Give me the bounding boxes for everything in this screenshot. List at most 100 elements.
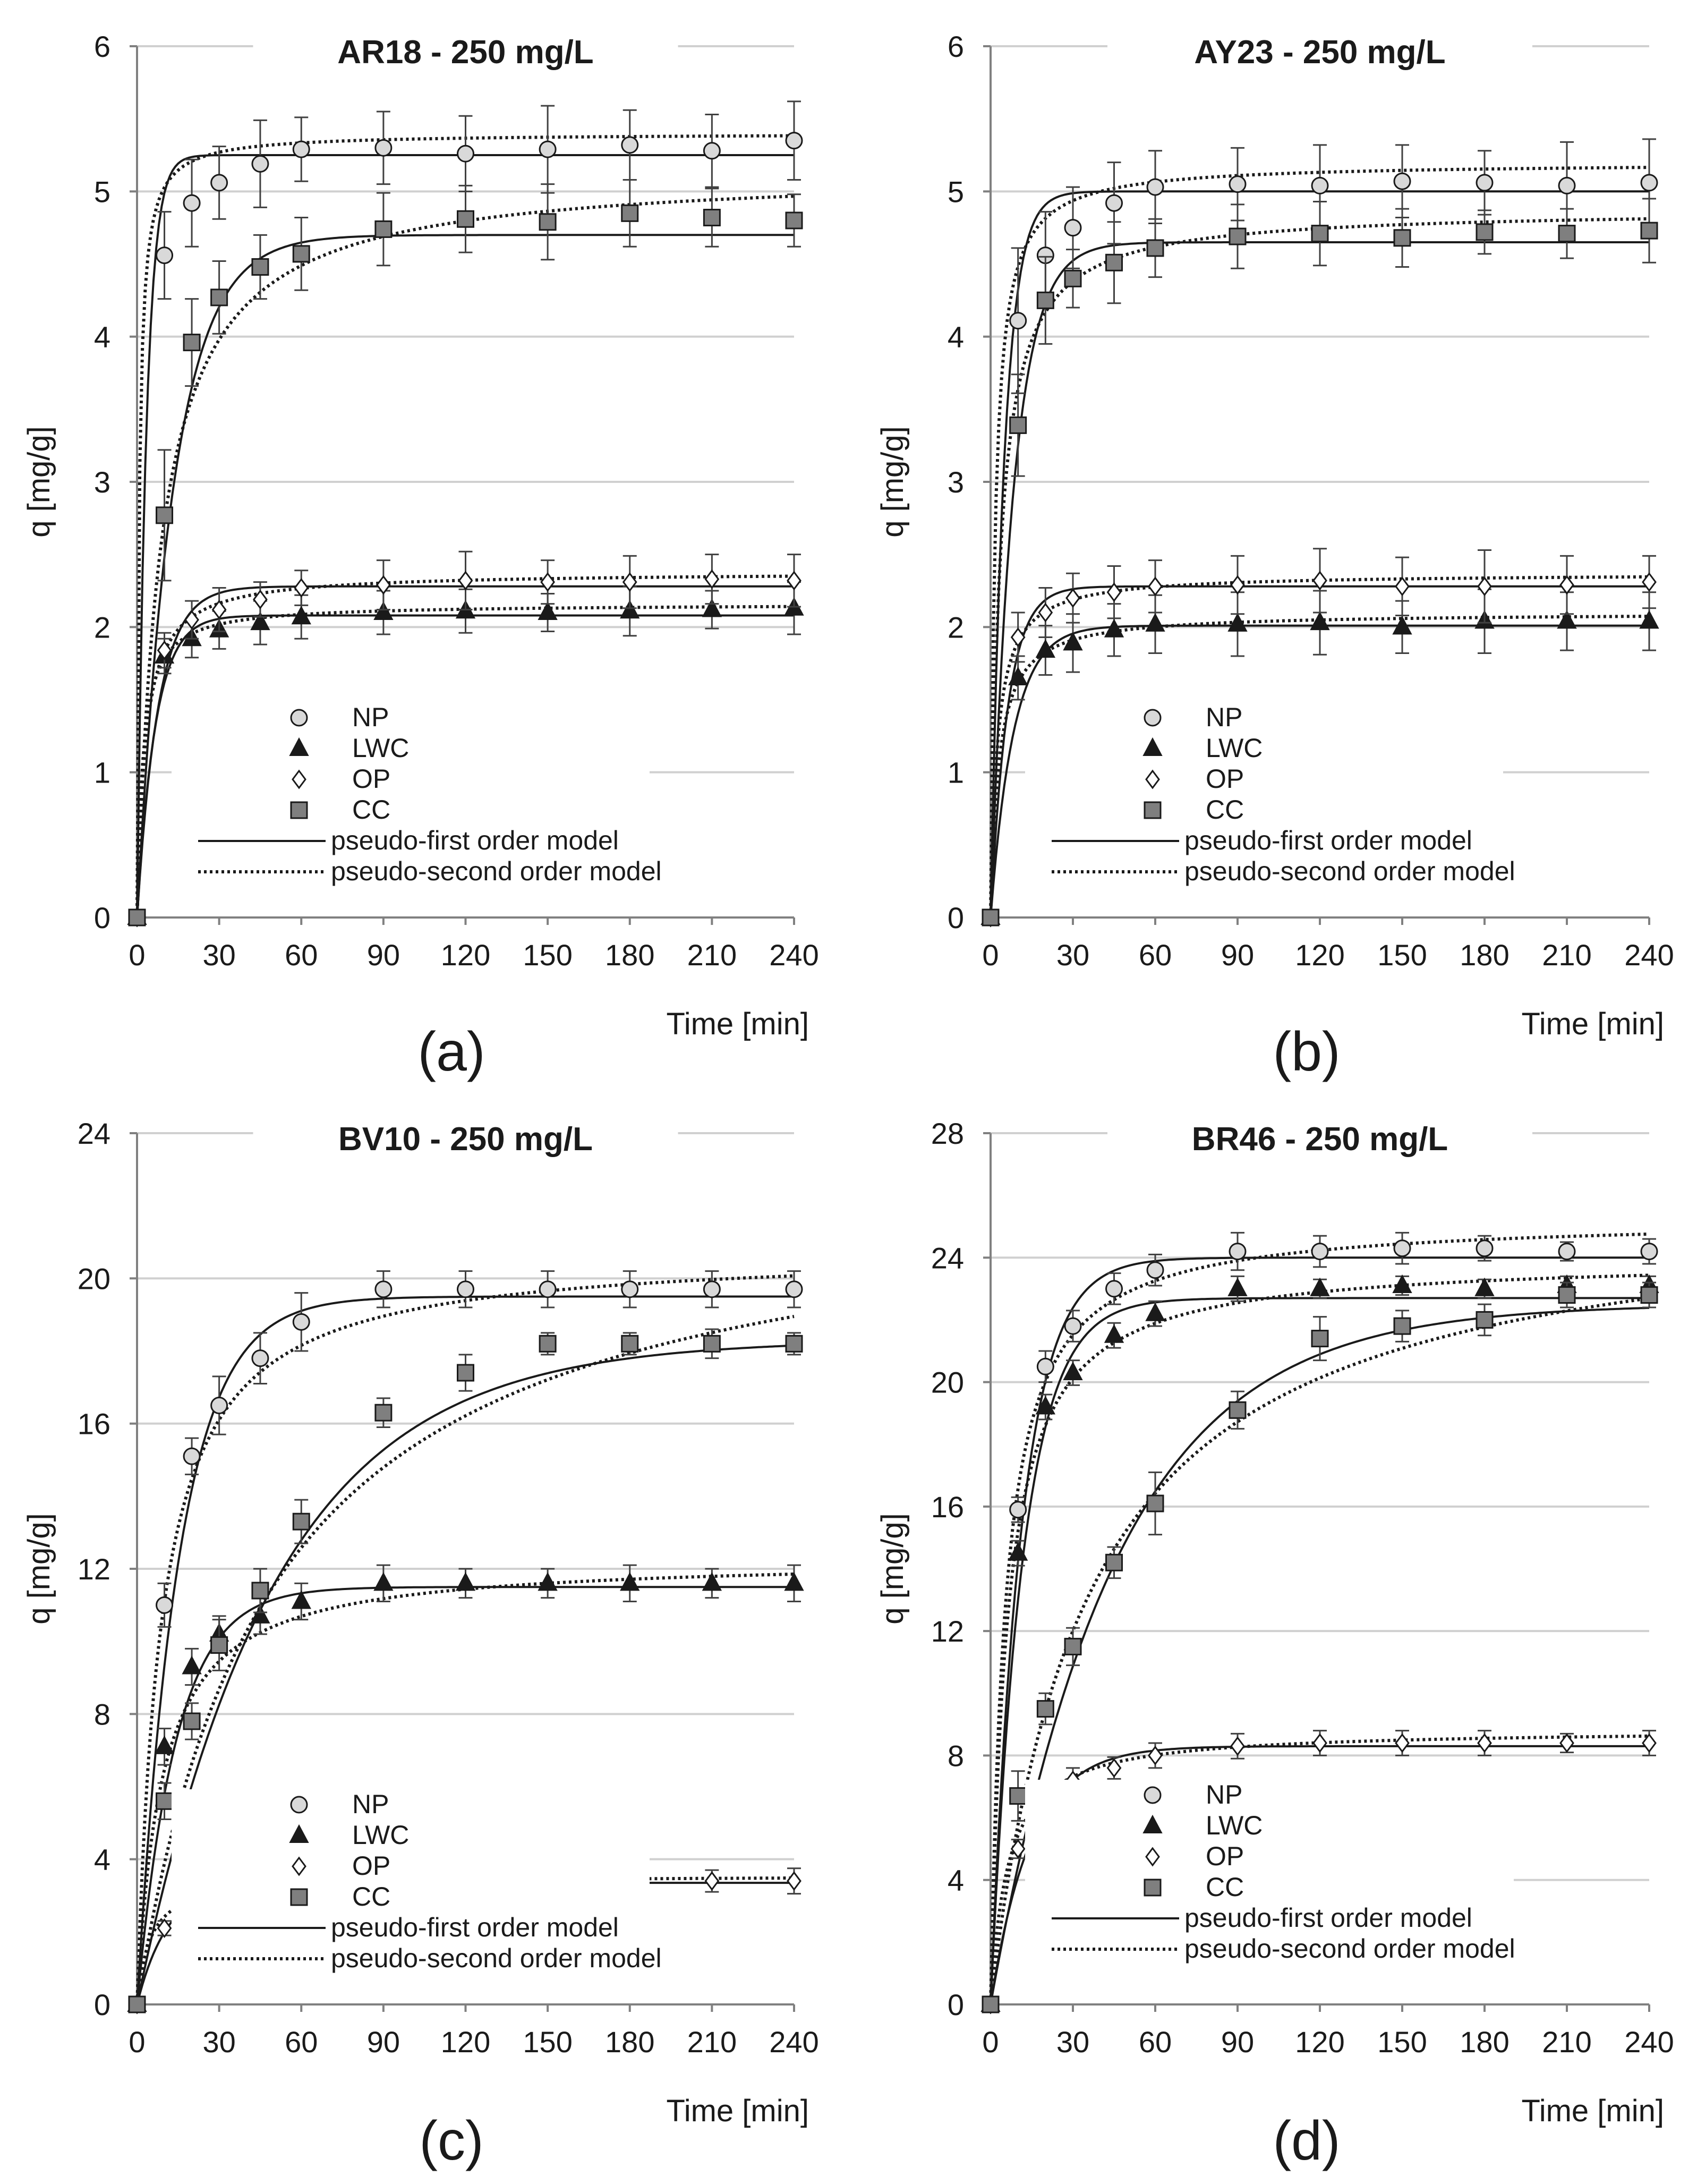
legend-marker-cc [1144, 801, 1162, 819]
legend-background [1025, 702, 1503, 898]
x-axis-label: Time [min] [1521, 2094, 1664, 2128]
data-point-op [540, 572, 555, 592]
data-point-cc [785, 1335, 803, 1353]
y-tick-label: 24 [78, 1117, 110, 1150]
data-point-np [621, 136, 639, 154]
y-tick-label: 1 [948, 756, 964, 789]
legend-label: CC [1206, 795, 1244, 825]
x-tick-label: 150 [523, 2025, 572, 2059]
data-point-np [374, 139, 393, 157]
data-point-np [1229, 1243, 1247, 1261]
data-point-op [1312, 571, 1327, 591]
chart-panel-4: 0 4 8 12 16 20 24 28 0 30 60 90 120 150 180 210 240 Time … [875, 1112, 1674, 2172]
x-tick-label: 240 [1624, 2025, 1674, 2059]
data-point-op [1010, 1839, 1026, 1859]
y-tick-label: 16 [78, 1407, 110, 1441]
data-point-op [1148, 576, 1163, 597]
data-point-cc [1558, 225, 1576, 243]
y-tick-label: 0 [94, 1988, 110, 2021]
x-tick-label: 180 [1460, 938, 1509, 972]
legend-label: pseudo-first order model [331, 826, 619, 855]
data-point-lwc [1557, 610, 1577, 629]
legend-marker-lwc [289, 737, 309, 756]
data-point-cc [785, 211, 803, 230]
data-point-op [1065, 588, 1080, 608]
data-point-cc [1146, 239, 1164, 257]
data-point-cc [374, 220, 393, 238]
data-point-cc [251, 1582, 269, 1600]
legend-label: LWC [1206, 1811, 1263, 1840]
data-point-cc [1064, 1637, 1082, 1655]
data-point-op [1106, 582, 1122, 602]
y-tick-label: 6 [94, 30, 110, 63]
y-tick-label: 4 [948, 320, 964, 354]
data-point-np [1105, 194, 1123, 212]
pseudo-second-order-curve-lwc [989, 615, 1650, 918]
data-point-op [1642, 572, 1657, 592]
legend-label: pseudo-first order model [331, 1913, 619, 1942]
data-point-lwc [455, 1572, 476, 1591]
x-tick-label: 150 [1377, 2025, 1427, 2059]
data-point-cc [1640, 1286, 1658, 1304]
x-tick-label: 60 [1139, 2025, 1172, 2059]
series-cc [128, 1328, 803, 2013]
data-point-cc [457, 1364, 474, 1382]
data-point-np [1064, 219, 1082, 237]
data-point-lwc [373, 1572, 394, 1591]
data-point-np [1393, 172, 1411, 190]
series-cc [982, 1281, 1658, 2013]
x-tick-label: 120 [1295, 938, 1344, 972]
y-axis-label: q [mg/g] [22, 426, 56, 538]
data-point-cc [539, 213, 557, 231]
panel-label: (b) [1273, 1021, 1340, 1083]
data-point-cc [1105, 1553, 1123, 1571]
data-point-cc [183, 334, 201, 352]
y-axis-label: q [mg/g] [875, 426, 910, 538]
data-point-np [183, 194, 201, 212]
data-point-op [1477, 576, 1492, 597]
data-point-op [1559, 1733, 1574, 1753]
x-tick-label: 120 [441, 2025, 490, 2059]
y-tick-label: 20 [78, 1262, 110, 1295]
legend-background [172, 702, 650, 898]
data-point-cc [703, 1335, 721, 1353]
data-point-np [251, 1349, 269, 1367]
data-point-np [457, 1280, 474, 1298]
data-point-np [457, 145, 474, 163]
y-axis-label: q [mg/g] [22, 1513, 56, 1625]
data-point-cc [1036, 291, 1054, 309]
data-point-lwc [1310, 1277, 1330, 1296]
x-axis-label: Time [min] [666, 2094, 809, 2128]
data-point-op [1230, 575, 1245, 595]
legend-label: CC [352, 1882, 390, 1911]
data-point-np [1146, 1261, 1164, 1279]
pseudo-second-order-curve-lwc [135, 605, 795, 918]
x-tick-label: 120 [441, 938, 490, 972]
y-tick-label: 1 [94, 756, 110, 789]
legend-marker-lwc [289, 1824, 309, 1843]
data-point-np [1558, 1243, 1576, 1261]
data-point-np [1009, 312, 1027, 330]
data-point-op [157, 1918, 172, 1938]
data-point-cc [539, 1335, 557, 1353]
data-point-cc [1393, 229, 1411, 247]
data-point-np [539, 1280, 557, 1298]
legend-label: pseudo-second order model [331, 856, 662, 886]
y-tick-label: 6 [948, 30, 964, 63]
data-point-op [253, 589, 268, 609]
x-tick-label: 30 [1056, 2025, 1089, 2059]
data-point-cc [1229, 227, 1247, 245]
title-background [253, 25, 678, 73]
data-point-cc [982, 908, 1000, 927]
pseudo-second-order-curve-np [989, 1233, 1650, 2005]
data-point-lwc [538, 1572, 558, 1591]
legend-marker-np [290, 709, 308, 727]
legend-marker-cc [290, 1888, 308, 1906]
data-point-cc [1146, 1494, 1164, 1512]
legend-label: CC [352, 795, 390, 825]
data-point-lwc [1145, 613, 1165, 632]
data-point-lwc [1104, 1324, 1124, 1343]
